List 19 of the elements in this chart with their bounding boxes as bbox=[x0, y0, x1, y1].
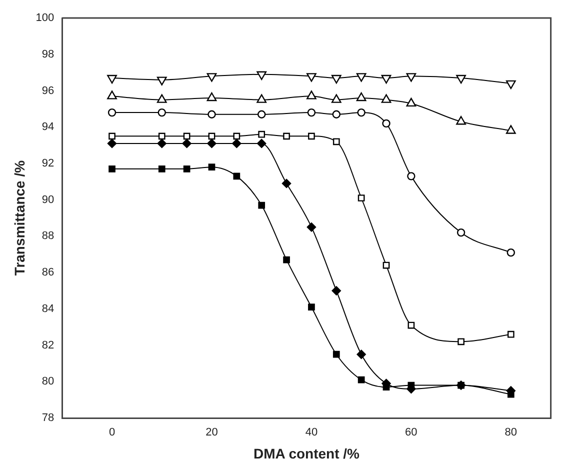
y-tick-label: 80 bbox=[42, 376, 54, 388]
y-tick-label: 86 bbox=[42, 266, 54, 279]
x-tick-label: 40 bbox=[305, 426, 318, 439]
y-tick-label: 84 bbox=[42, 302, 54, 315]
y-tick-label: 100 bbox=[36, 12, 54, 24]
x-tick-label: 60 bbox=[405, 426, 418, 439]
x-tick-label: 80 bbox=[504, 426, 518, 439]
y-tick-label: 98 bbox=[42, 48, 54, 60]
y-tick-label: 90 bbox=[42, 194, 54, 206]
y-tick-label: 94 bbox=[42, 121, 54, 134]
x-tick-label: 20 bbox=[206, 426, 218, 439]
x-tick-label: 0 bbox=[108, 426, 116, 439]
y-tick-label: 82 bbox=[42, 339, 54, 352]
y-tick-label: 88 bbox=[42, 230, 54, 242]
y-axis-title: Transmittance /% bbox=[11, 160, 28, 276]
y-tick-label: 92 bbox=[42, 157, 54, 170]
y-tick-label: 78 bbox=[42, 412, 54, 424]
y-tick-label: 96 bbox=[42, 84, 54, 97]
x-axis-title: DMA content /% bbox=[253, 445, 360, 462]
